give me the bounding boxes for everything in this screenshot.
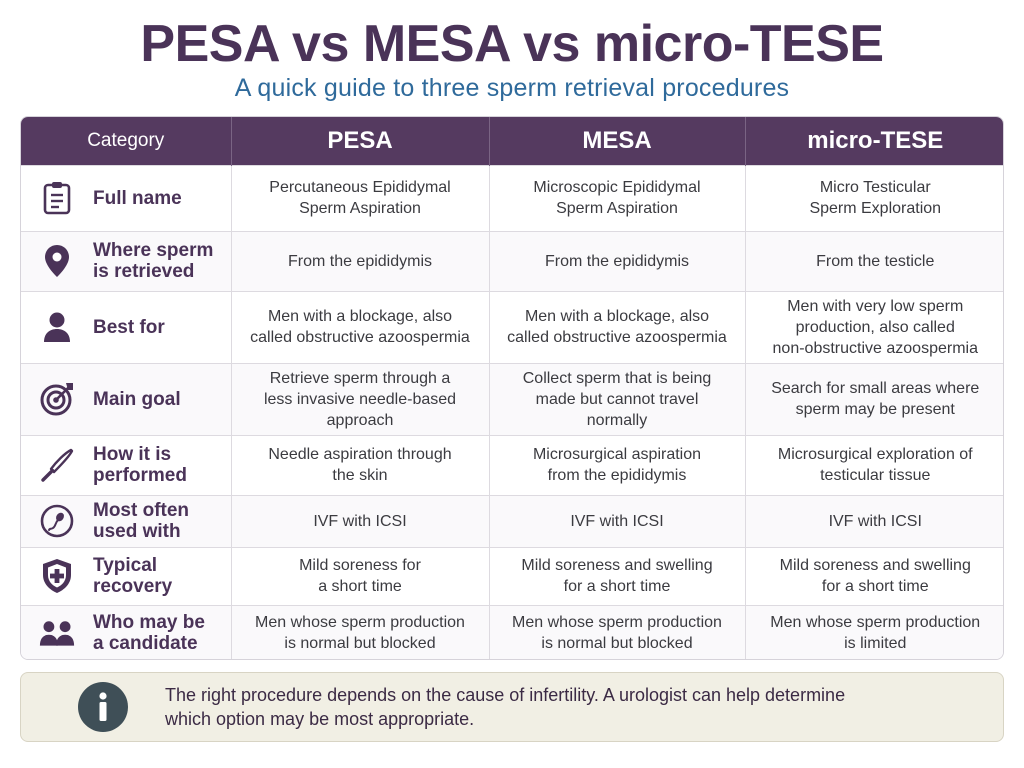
row-category: Where sperm is retrieved [21, 230, 232, 291]
column-header-pesa: PESA [231, 117, 490, 165]
cell-mesa: IVF with ICSI [489, 494, 746, 547]
row-category: Full name [21, 164, 232, 231]
column-header-category: Category [21, 117, 232, 165]
clipboard-icon [39, 180, 75, 216]
cell-mesa: Collect sperm that is being made but can… [489, 362, 746, 435]
cell-micro-tese: Microsurgical exploration of testicular … [745, 434, 1003, 495]
cell-pesa: Retrieve sperm through a less invasive n… [231, 362, 490, 435]
table-row: Main goal Retrieve sperm through a less … [21, 362, 1003, 435]
table-row: Where sperm is retrieved From the epidid… [21, 230, 1003, 291]
sperm-cell-icon [39, 503, 75, 539]
scalpel-icon [39, 447, 75, 483]
column-header-micro-tese: micro-TESE [745, 117, 1003, 165]
table-row: Full name Percutaneous Epididymal Sperm … [21, 164, 1003, 231]
row-category: Best for [21, 290, 232, 363]
row-category: How it is performed [21, 434, 232, 495]
cell-micro-tese: Search for small areas where sperm may b… [745, 362, 1003, 435]
cell-mesa: Mild soreness and swelling for a short t… [489, 546, 746, 605]
location-pin-icon [39, 243, 75, 279]
person-icon [39, 309, 75, 345]
table-header-row: Category PESA MESA micro-TESE [21, 117, 1003, 165]
page-title: PESA vs MESA vs micro-TESE [140, 15, 884, 73]
row-label: Full name [93, 187, 182, 209]
cell-micro-tese: From the testicle [745, 230, 1003, 291]
row-label: Most often used with [93, 500, 190, 542]
row-category: Most often used with [21, 494, 232, 547]
table-row: Typical recovery Mild soreness for a sho… [21, 546, 1003, 605]
comparison-table: Category PESA MESA micro-TESE Full name … [21, 117, 1003, 659]
row-category: Who may be a candidate [21, 604, 232, 659]
table-row: Most often used with IVF with ICSI IVF w… [21, 494, 1003, 547]
comparison-table-container: Category PESA MESA micro-TESE Full name … [20, 116, 1004, 660]
cell-micro-tese: IVF with ICSI [745, 494, 1003, 547]
cell-pesa: Needle aspiration through the skin [231, 434, 490, 495]
info-note: The right procedure depends on the cause… [20, 672, 1004, 742]
table-row: How it is performed Needle aspiration th… [21, 434, 1003, 495]
cell-pesa: IVF with ICSI [231, 494, 490, 547]
cell-pesa: Men whose sperm production is normal but… [231, 604, 490, 659]
page-subtitle: A quick guide to three sperm retrieval p… [234, 74, 790, 102]
cell-mesa: Men with a blockage, also called obstruc… [489, 290, 746, 363]
row-label: Where sperm is retrieved [93, 240, 214, 282]
row-category: Typical recovery [21, 546, 232, 605]
cell-mesa: Microscopic Epididymal Sperm Aspiration [489, 164, 746, 231]
column-header-mesa: MESA [489, 117, 746, 165]
cell-micro-tese: Men with very low sperm production, also… [745, 290, 1003, 363]
row-label: How it is performed [93, 444, 187, 486]
table-row: Best for Men with a blockage, also calle… [21, 290, 1003, 363]
row-category: Main goal [21, 362, 232, 435]
cell-pesa: Mild soreness for a short time [231, 546, 490, 605]
cell-mesa: Men whose sperm production is normal but… [489, 604, 746, 659]
shield-plus-icon [39, 558, 75, 594]
cell-micro-tese: Micro Testicular Sperm Exploration [745, 164, 1003, 231]
target-icon [39, 381, 75, 417]
info-icon [78, 682, 128, 732]
cell-mesa: Microsurgical aspiration from the epidid… [489, 434, 746, 495]
people-icon [39, 615, 75, 651]
info-note-text: The right procedure depends on the cause… [165, 685, 846, 729]
cell-pesa: Percutaneous Epididymal Sperm Aspiration [231, 164, 490, 231]
row-label: Best for [93, 316, 165, 338]
row-label: Main goal [93, 388, 181, 410]
table-row: Who may be a candidate Men whose sperm p… [21, 604, 1003, 659]
cell-pesa: From the epididymis [231, 230, 490, 291]
cell-pesa: Men with a blockage, also called obstruc… [231, 290, 490, 363]
row-label: Typical recovery [93, 555, 173, 597]
cell-mesa: From the epididymis [489, 230, 746, 291]
row-label: Who may be a candidate [93, 612, 205, 655]
cell-micro-tese: Men whose sperm production is limited [745, 604, 1003, 659]
cell-micro-tese: Mild soreness and swelling for a short t… [745, 546, 1003, 605]
